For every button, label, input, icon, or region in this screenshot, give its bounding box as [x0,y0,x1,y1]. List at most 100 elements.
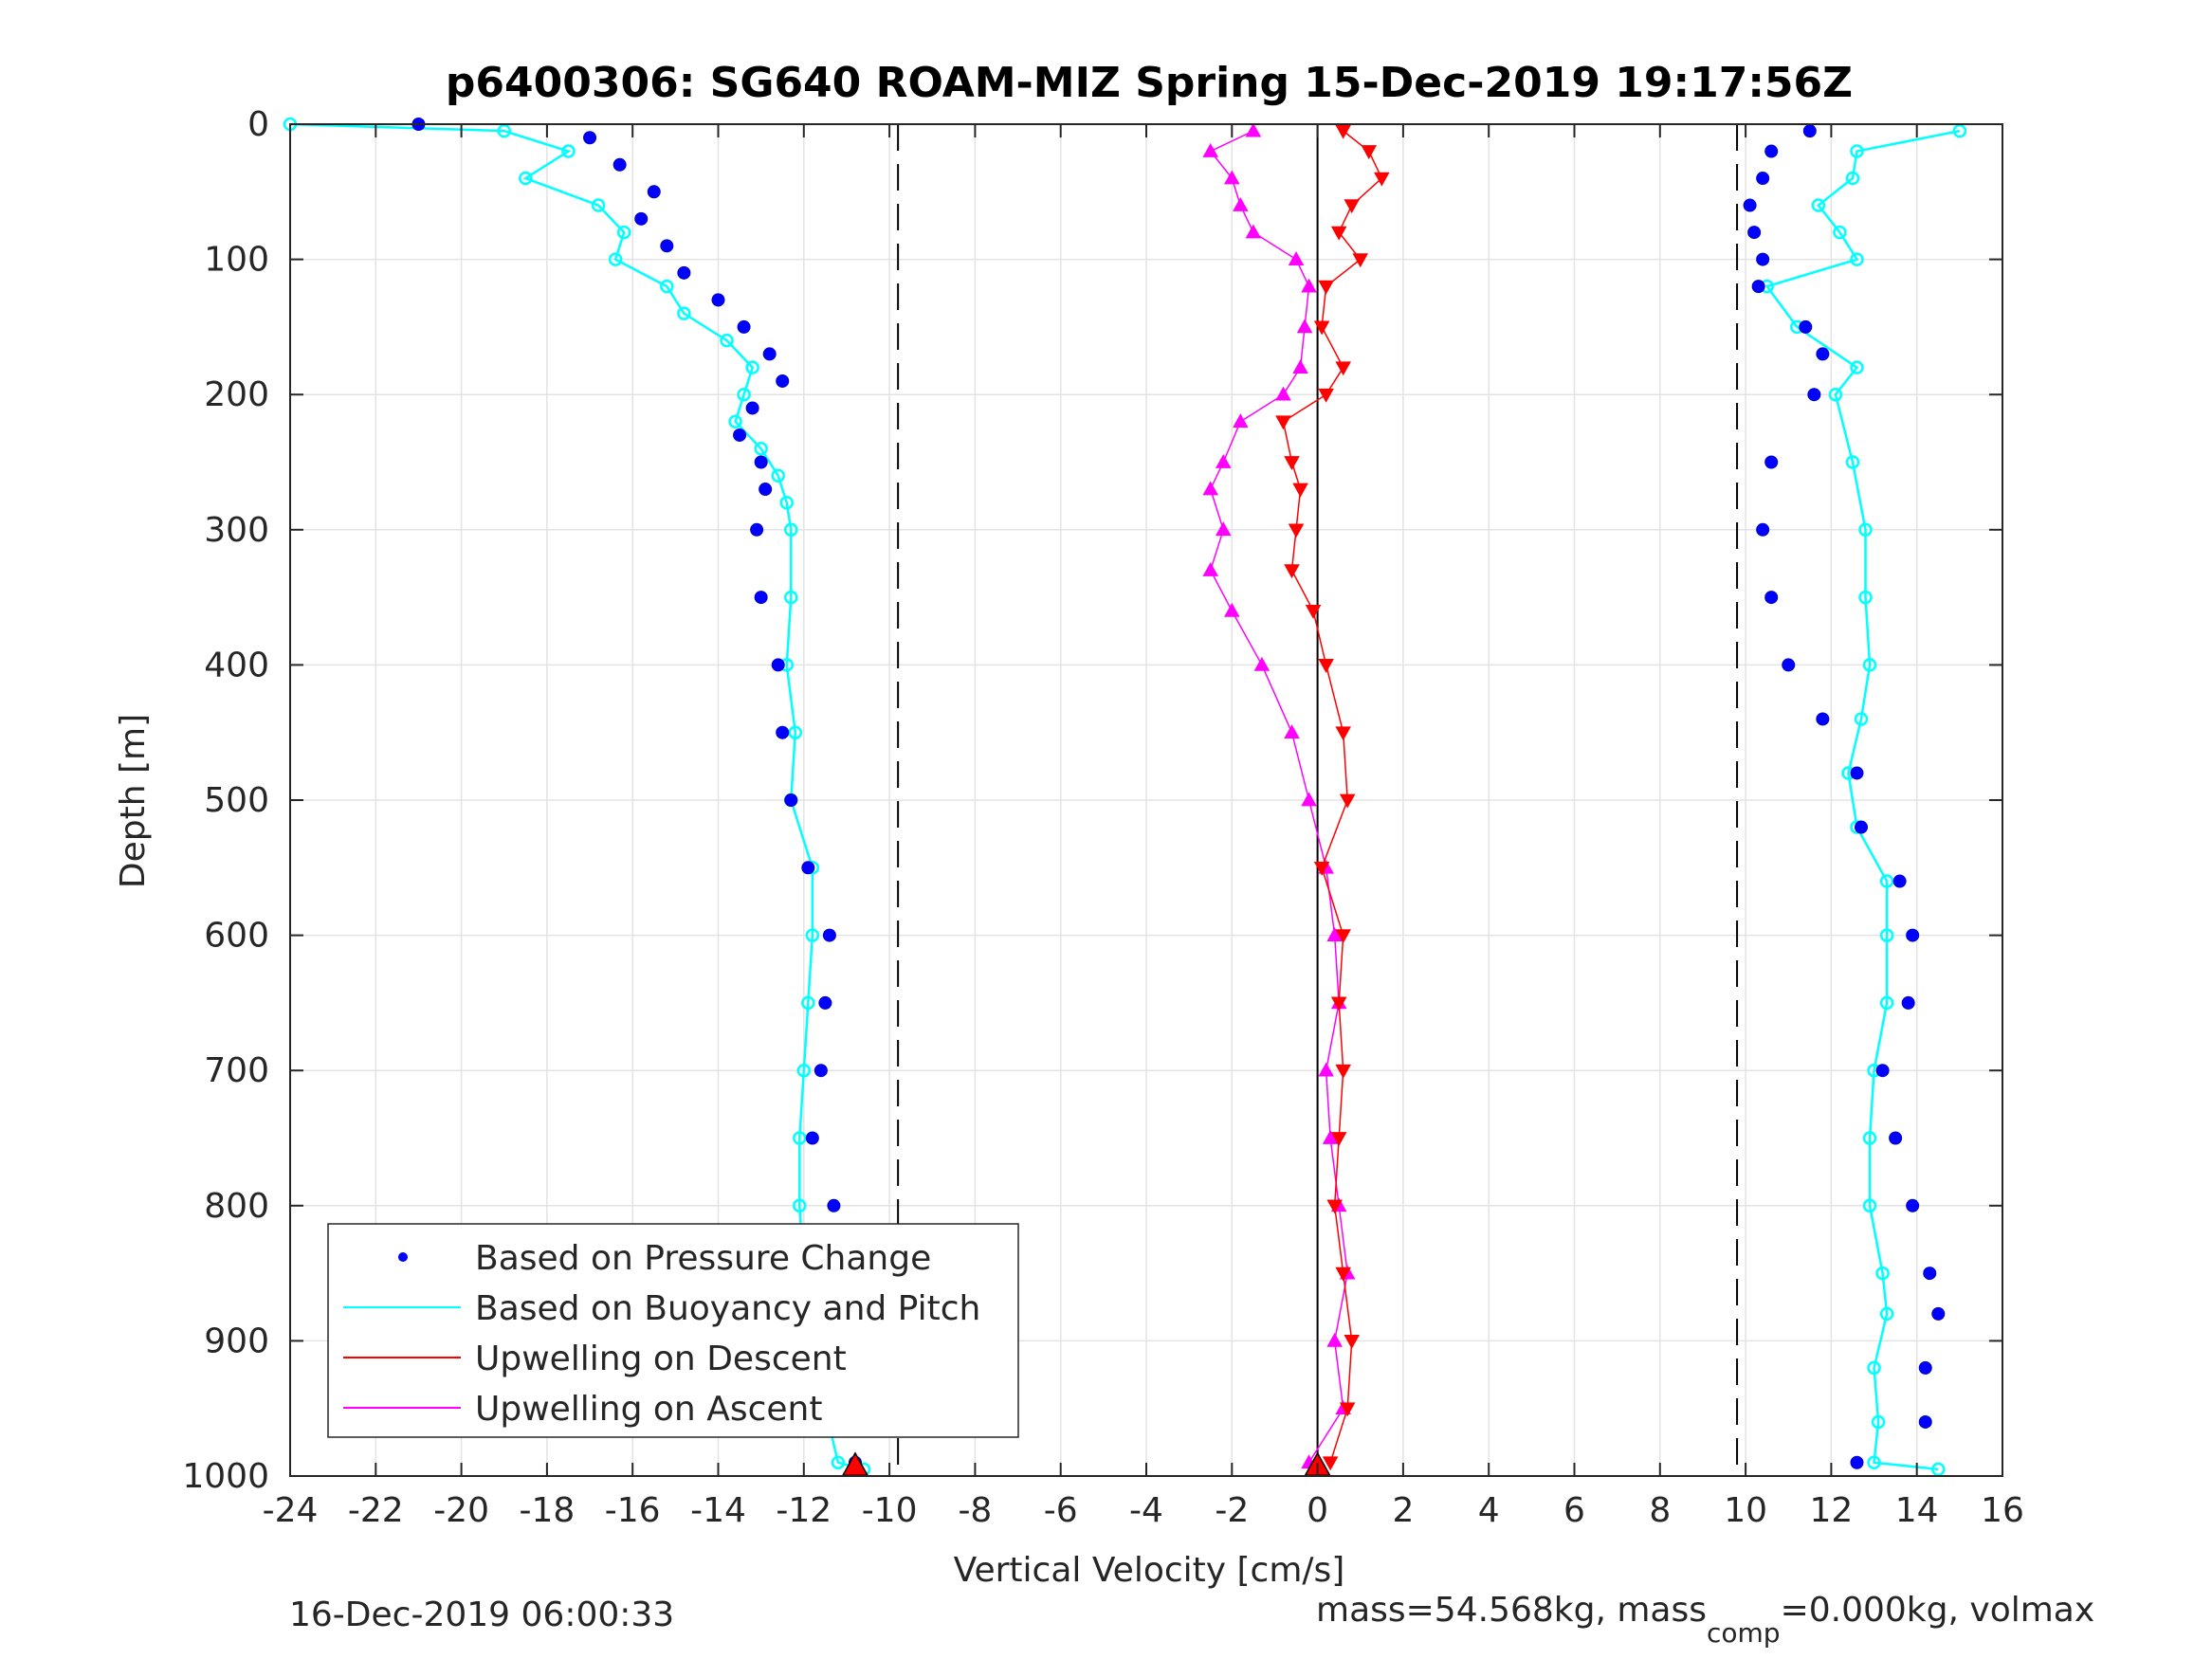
pressure-change-point [647,185,661,199]
x-tick-label: 10 [1724,1491,1767,1530]
pressure-change-point [1850,1455,1864,1469]
pressure-change-point [660,239,674,253]
buoyancy-point [1862,658,1877,672]
x-tick-label: -24 [263,1491,319,1530]
pressure-change-point [1764,455,1779,469]
buoyancy-point [519,171,533,186]
x-tick-label: -8 [958,1491,992,1530]
buoyancy-point [796,1063,812,1078]
chart-title: p6400306: SG640 ROAM-MIZ Spring 15-Dec-2… [446,59,1853,107]
upwelling-descent-point [1330,996,1347,1012]
buoyancy-point [1879,874,1894,888]
pressure-change-point [1892,874,1907,888]
buoyancy-point [793,1198,807,1213]
y-tick-label: 800 [204,1187,269,1226]
upwelling-ascent-point [1202,142,1218,157]
pressure-change-point [1756,522,1770,537]
buoyancy-point [1952,123,1967,138]
pressure-change-point [745,401,759,415]
x-tick-label: -2 [1215,1491,1249,1530]
x-tick-label: 4 [1478,1491,1500,1530]
pressure-change-point [733,428,747,442]
plot-area [283,117,1967,1477]
x-tick-label: -16 [605,1491,661,1530]
pressure-change-point [784,793,798,807]
upwelling-ascent-point [1296,319,1313,334]
pressure-change-point [754,591,768,605]
upwelling-descent-point [1284,456,1300,471]
legend-entry-label: Based on Pressure Change [475,1239,931,1278]
buoyancy-point [1862,1198,1877,1213]
pressure-change-point [1875,1064,1890,1078]
x-tick-label: -14 [690,1491,746,1530]
upwelling-descent-point [1305,605,1322,619]
buoyancy-point [745,360,759,374]
x-tick-label: 16 [1981,1491,2024,1530]
upwelling-descent-point [1339,1402,1356,1417]
x-tick-label: -10 [862,1491,918,1530]
upwelling-ascent-point [1215,453,1232,468]
buoyancy-point [1867,1360,1881,1376]
pressure-change-point [1906,928,1920,942]
upwelling-descent-point [1284,564,1300,579]
legend: Based on Pressure Change Based on Buoyanc… [327,1223,1019,1438]
y-tick-label: 300 [204,511,269,550]
pressure-change-point [1855,820,1869,834]
upwelling-descent-point [1335,726,1351,741]
buoyancy-point [1875,1266,1890,1281]
pressure-change-point [754,455,768,469]
upwelling-ascent-point [1292,359,1308,374]
pressure-change-point [1747,226,1762,240]
y-tick-label: 400 [204,646,269,684]
pressure-change-point [1816,712,1830,726]
upwelling-descent-point [1344,199,1360,214]
pressure-change-point [759,483,773,497]
y-tick-label: 500 [204,781,269,820]
x-tick-label: -12 [776,1491,832,1530]
buoyancy-point [771,468,785,483]
upwelling-descent-point [1339,793,1356,809]
pressure-change-point [1756,172,1770,186]
buoyancy-point [1858,522,1873,538]
upwelling-ascent-point [1301,792,1317,807]
x-tick-label: 8 [1649,1491,1671,1530]
buoyancy-point [1845,455,1860,469]
upwelling-ascent-point [1318,1062,1334,1077]
upwelling-descent-point [1330,226,1347,241]
upwelling-ascent-point [1301,278,1317,293]
buoyancy-point [754,441,768,456]
buoyancy-point [1845,171,1860,186]
upwelling-descent-point [1318,659,1334,673]
upwelling-descent-point [1330,1132,1347,1147]
pressure-change-point [1807,388,1821,402]
pressure-change-point [805,1131,819,1145]
buoyancy-point [1811,198,1826,212]
pressure-change-point [822,928,836,942]
pressure-change-point [1782,658,1796,672]
axis-ticks: -24 -22 -20 -18 -16 -14 -12 -10 -8 -6 -4 -2 0 2 4 6 8 10 1… [182,105,2024,1530]
x-tick-label: -20 [433,1491,489,1530]
buoyancy-point [1862,1131,1877,1145]
pressure-change-point [1756,252,1770,266]
x-tick-label: 12 [1809,1491,1853,1530]
y-tick-label: 200 [204,375,269,414]
buoyancy-point [561,144,576,158]
upwelling-ascent-point [1245,122,1262,137]
pressure-change-point [762,347,777,361]
buoyancy-point [1931,1462,1946,1477]
mass-subscript: comp [1707,1617,1781,1649]
upwelling-descent-point [1352,253,1369,268]
pressure-change-point [737,319,751,334]
upwelling-ascent-point [1215,521,1232,537]
upwelling-descent-point [1335,1267,1351,1282]
buoyancy-point [784,590,798,605]
upwelling-ascent-point [1245,224,1262,239]
footer-timestamp: 16-Dec-2019 06:00:33 [289,1595,674,1634]
upwelling-descent-point [1361,145,1378,160]
upwelling-descent-point [1374,172,1390,187]
upwelling-descent-point [1318,388,1334,403]
upwelling-ascent-point [1284,724,1300,739]
upwelling-descent-point [1318,280,1334,295]
buoyancy-point [1850,360,1864,374]
buoyancy-point [737,387,751,402]
